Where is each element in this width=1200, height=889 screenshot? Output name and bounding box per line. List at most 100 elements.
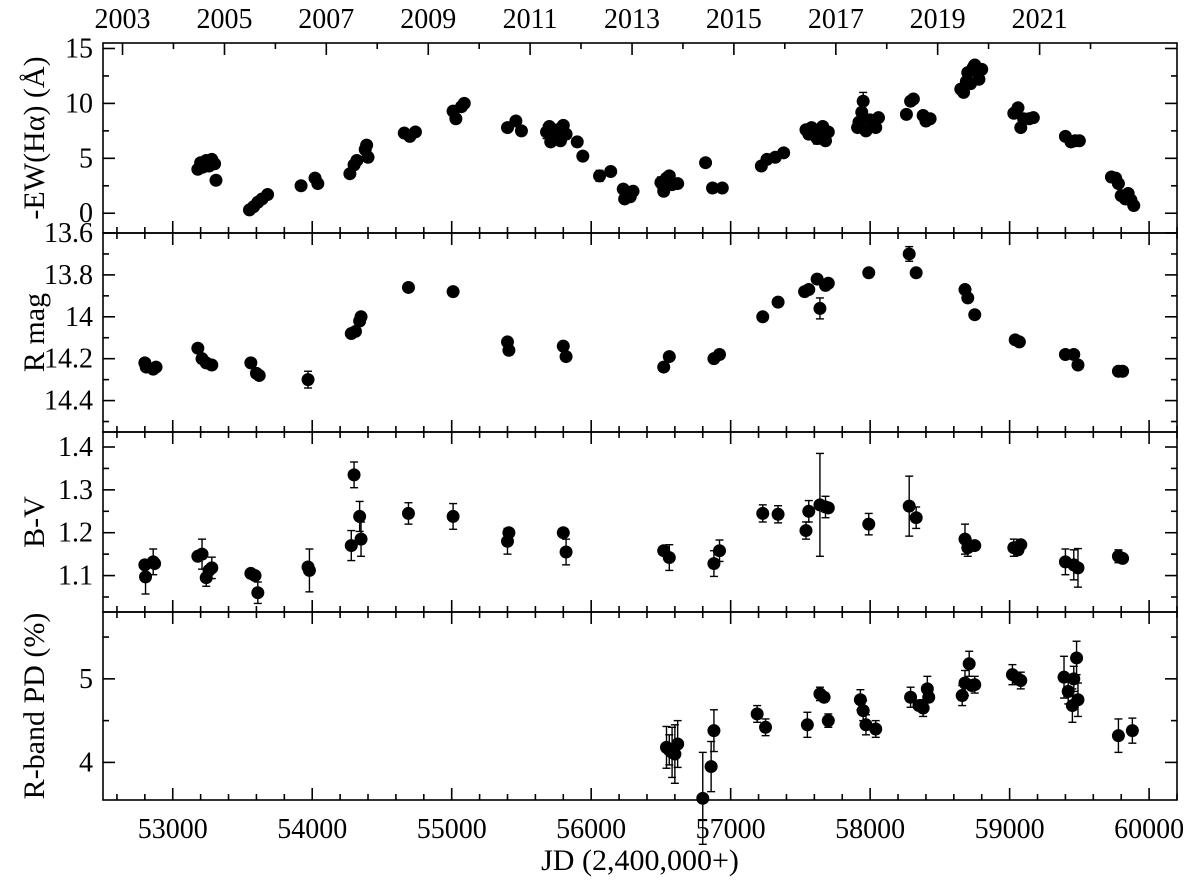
panel-frame-3	[102, 431, 1178, 613]
data-point	[975, 62, 989, 76]
data-point	[671, 177, 685, 191]
data-point	[699, 156, 713, 170]
y-axis-title: B-V	[18, 496, 51, 548]
year-tick-label: 2021	[1012, 4, 1068, 35]
data-point	[750, 707, 764, 721]
data-point	[1072, 134, 1086, 148]
x-tick-label: 55000	[417, 814, 487, 845]
year-tick-label: 2017	[808, 4, 864, 35]
data-point	[909, 511, 923, 525]
data-point	[707, 724, 721, 738]
data-point	[856, 704, 870, 718]
data-point	[668, 747, 682, 761]
data-point	[715, 181, 729, 195]
y-tick-label: 15	[65, 33, 93, 64]
data-point	[869, 722, 883, 736]
data-point	[361, 150, 375, 164]
tick-labels: 0 5 10 15 -EW(Hα) (Å)13.6 13.8 14 14.2 14.4 R mag…	[18, 4, 1184, 845]
data-point	[559, 350, 573, 364]
data-point	[957, 85, 971, 99]
data-point	[955, 689, 969, 703]
data-point	[862, 517, 876, 531]
y-tick-label: 13.6	[44, 218, 93, 249]
data-point	[968, 308, 982, 322]
data-point	[902, 247, 916, 261]
data-point	[704, 760, 718, 774]
data-point	[347, 468, 361, 482]
data-point	[777, 146, 791, 160]
data-point	[855, 105, 869, 119]
data-point	[802, 283, 816, 297]
data-point	[706, 181, 720, 195]
year-tick-label: 2019	[910, 4, 966, 35]
data-point	[962, 657, 976, 671]
data-point	[802, 504, 816, 518]
data-point	[209, 173, 223, 187]
data-point	[968, 678, 982, 692]
data-point	[1026, 111, 1040, 125]
data-point	[302, 563, 316, 577]
data-point	[251, 586, 265, 600]
data-point	[923, 112, 937, 126]
data-point	[556, 339, 570, 353]
data-point	[195, 547, 209, 561]
x-tick-label: 54000	[277, 814, 347, 845]
data-point	[756, 310, 770, 324]
data-point	[916, 701, 930, 715]
y-tick-label: 5	[79, 664, 93, 695]
x-tick-label: 53000	[138, 814, 208, 845]
data-point	[294, 179, 308, 193]
data-point	[906, 92, 920, 106]
data-point	[713, 544, 727, 558]
data-point	[696, 791, 710, 805]
data-point	[972, 72, 986, 86]
data-point	[360, 138, 374, 152]
data-point	[713, 347, 727, 361]
data-point	[1070, 651, 1084, 665]
data-point	[446, 285, 460, 299]
data-point	[1014, 538, 1028, 552]
data-point	[856, 94, 870, 108]
data-point	[261, 188, 275, 202]
data-point	[671, 737, 685, 751]
y-tick-label: 0	[79, 198, 93, 229]
data-point	[1116, 364, 1130, 378]
data-point	[853, 693, 867, 707]
data-points	[138, 58, 1141, 805]
data-point	[350, 154, 364, 168]
data-point	[821, 714, 835, 728]
data-point	[401, 506, 415, 520]
y-tick-label: 1.1	[58, 561, 93, 592]
data-point	[191, 341, 205, 355]
data-point	[1057, 670, 1071, 684]
data-point	[446, 509, 460, 523]
data-point	[502, 526, 516, 540]
y-tick-label: 1.2	[58, 518, 93, 549]
data-point	[821, 501, 835, 515]
data-point	[248, 569, 262, 583]
data-point	[208, 157, 222, 171]
data-point	[817, 690, 831, 704]
data-point	[576, 149, 590, 163]
data-point	[821, 125, 835, 139]
data-point	[859, 718, 873, 732]
data-point	[821, 276, 835, 290]
y-tick-label: 5	[79, 143, 93, 174]
y-tick-label: 14.4	[44, 386, 93, 417]
year-tick-label: 2005	[196, 4, 252, 35]
data-point	[205, 358, 219, 372]
year-tick-label: 2013	[604, 4, 660, 35]
year-tick-label: 2007	[298, 4, 354, 35]
data-point	[570, 135, 584, 149]
data-point	[1116, 551, 1130, 565]
data-point	[922, 690, 936, 704]
data-point	[662, 551, 676, 565]
data-point	[252, 368, 266, 382]
data-point	[559, 545, 573, 559]
data-point	[1125, 724, 1139, 738]
data-point	[205, 561, 219, 575]
data-point	[872, 111, 886, 125]
y-tick-label: 1.4	[58, 432, 93, 463]
year-tick-label: 2015	[706, 4, 762, 35]
